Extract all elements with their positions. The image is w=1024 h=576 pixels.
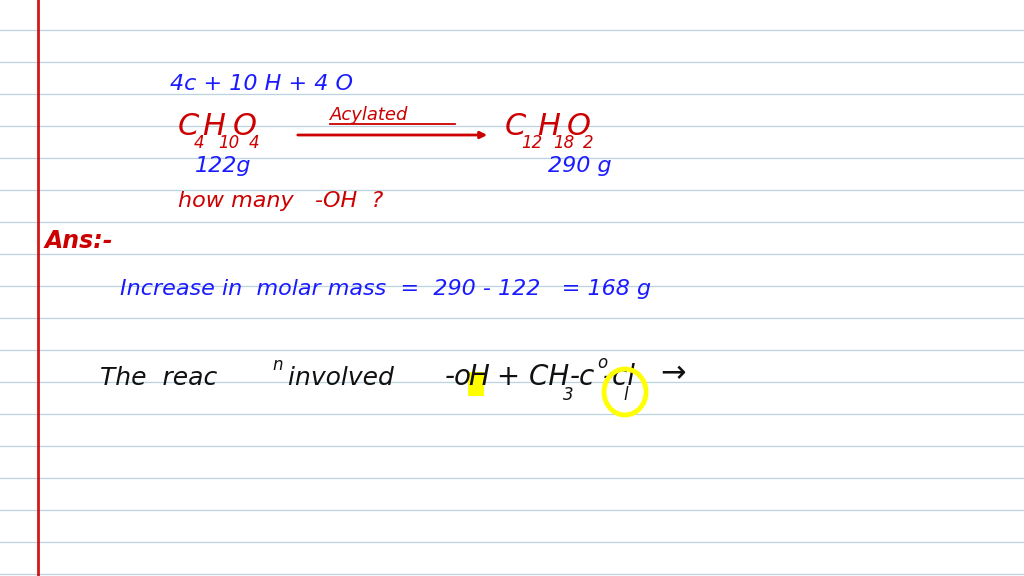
Text: 3: 3	[563, 386, 573, 404]
Text: H: H	[468, 363, 488, 391]
Text: -c: -c	[570, 363, 595, 391]
Text: Increase in  molar mass  =  290 - 122   = 168 g: Increase in molar mass = 290 - 122 = 168…	[120, 279, 651, 299]
Text: n: n	[272, 356, 283, 374]
FancyBboxPatch shape	[468, 372, 484, 396]
Text: H: H	[537, 112, 560, 141]
Text: Ans:-: Ans:-	[45, 229, 114, 253]
Text: + CH: + CH	[488, 363, 569, 391]
Text: o: o	[597, 354, 607, 372]
Text: involved: involved	[280, 366, 394, 390]
Text: H: H	[202, 112, 225, 141]
Text: -o: -o	[445, 363, 472, 391]
Text: 4: 4	[249, 134, 260, 152]
Text: -cl: -cl	[603, 363, 636, 391]
Text: →: →	[660, 359, 685, 388]
Text: C: C	[505, 112, 526, 141]
Text: 122g: 122g	[195, 156, 252, 176]
Text: C: C	[178, 112, 200, 141]
Text: 12: 12	[521, 134, 543, 152]
Text: l: l	[623, 386, 628, 404]
Text: 2: 2	[583, 134, 594, 152]
Text: how many   -OH  ?: how many -OH ?	[178, 191, 383, 211]
Text: O: O	[567, 112, 591, 141]
Text: 18: 18	[553, 134, 574, 152]
Text: O: O	[233, 112, 257, 141]
Text: The  reac: The reac	[100, 366, 217, 390]
Text: 4: 4	[194, 134, 205, 152]
Text: 10: 10	[218, 134, 240, 152]
Text: 290 g: 290 g	[548, 156, 611, 176]
Text: Acylated: Acylated	[330, 106, 409, 124]
Text: 4c + 10 H + 4 O: 4c + 10 H + 4 O	[170, 74, 353, 94]
